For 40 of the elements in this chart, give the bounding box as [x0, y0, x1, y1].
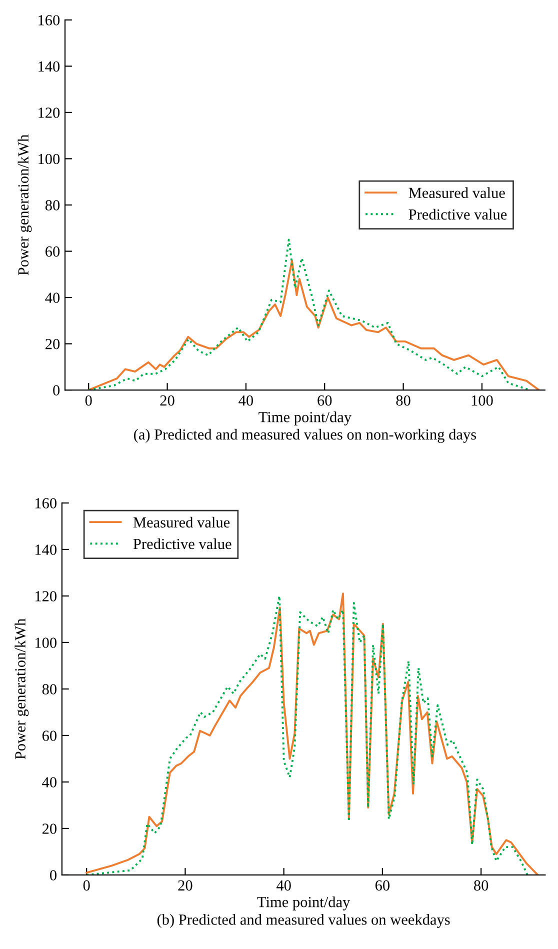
x-axis-title: Time point/day: [257, 896, 350, 910]
x-tick-label: 40: [276, 880, 291, 891]
y-axis-title: Power generation/kWh: [14, 618, 29, 760]
line-series: [88, 260, 540, 390]
y-tick-label: 80: [42, 684, 56, 694]
y-tick-label: 120: [36, 591, 56, 602]
x-axis-title: Time point/day: [258, 412, 352, 426]
x-tick-label: 20: [178, 880, 192, 891]
y-tick-label: 40: [45, 292, 60, 303]
y-tick-label: 80: [45, 200, 60, 210]
x-tick-label: 20: [160, 395, 174, 406]
y-tick-label: 100: [36, 638, 56, 648]
y-tick-label: 100: [38, 154, 60, 164]
legend-label: Measured value: [133, 516, 230, 528]
text: (a) Predicted and measured values on non-working days: [134, 428, 476, 443]
y-tick-label: 60: [42, 730, 56, 741]
x-tick-label: 40: [238, 395, 253, 406]
x-tick-label: 80: [396, 395, 410, 406]
y-tick-label: 120: [38, 108, 60, 118]
y-tick-label: 140: [36, 544, 56, 555]
x-tick-label: 0: [85, 395, 92, 406]
y-tick-label: 140: [38, 61, 60, 72]
y-tick-label: 160: [38, 15, 60, 26]
x-tick-label: 60: [318, 395, 332, 406]
y-tick-label: 40: [42, 777, 56, 788]
y-axis-title: Power generation/kWh: [18, 134, 32, 276]
y-tick-label: 20: [42, 824, 56, 834]
legend-label: Predictive value: [408, 208, 507, 220]
x-tick-label: 100: [472, 395, 493, 406]
text: (b) Predicted and measured values on weekdays: [157, 914, 450, 928]
y-tick-label: 0: [53, 385, 60, 396]
y-tick-label: 60: [46, 246, 60, 257]
y-tick-label: 0: [50, 870, 56, 880]
legend-label: Measured value: [408, 187, 505, 198]
x-tick-label: 60: [375, 880, 390, 891]
y-tick-label: 20: [46, 338, 60, 350]
x-tick-label: 0: [83, 880, 90, 891]
x-tick-label: 80: [474, 880, 488, 891]
y-tick-label: 160: [36, 498, 56, 508]
legend-label: Predictive value: [133, 538, 232, 550]
